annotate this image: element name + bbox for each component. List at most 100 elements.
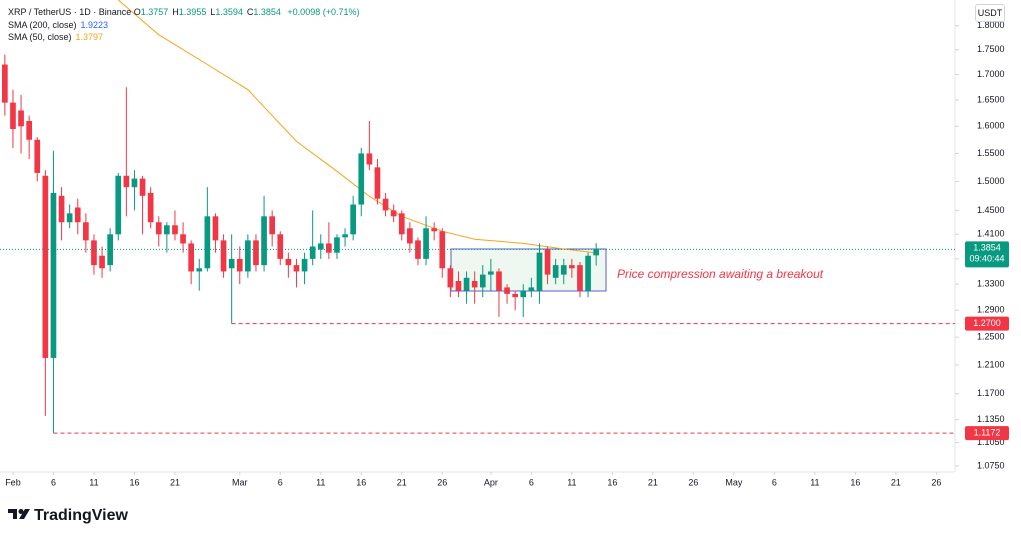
sma-line: [117, 0, 597, 254]
x-tick-label: Mar: [232, 477, 248, 487]
x-tick-label: Feb: [5, 477, 21, 487]
candle-body: [66, 213, 73, 223]
price-tag-label: 1.2700: [973, 318, 1001, 328]
candle-body: [585, 255, 591, 291]
candle-body: [212, 216, 219, 241]
candle-body: [398, 213, 405, 235]
plot: [2, 0, 600, 434]
x-tick-label: 16: [356, 477, 366, 487]
candle-body: [358, 153, 365, 205]
candle-body: [26, 120, 32, 140]
candle-body: [2, 64, 8, 103]
candle-body: [512, 293, 519, 298]
candle-body: [366, 153, 373, 165]
candle-body: [455, 280, 462, 291]
x-tick-label: 6: [51, 477, 56, 487]
x-tick-label: 6: [529, 477, 534, 487]
candle-body: [423, 228, 429, 259]
candle-body: [204, 216, 211, 269]
candle-body: [91, 240, 97, 266]
candle-body: [236, 258, 243, 272]
candle-body: [293, 265, 300, 272]
y-tick-label: 1.1700: [977, 388, 1005, 398]
header-line: XRP / TetherUS · 1D · Binance O1.3757 H1.…: [8, 6, 359, 18]
x-tick-label: 6: [278, 477, 283, 487]
candle-body: [552, 265, 559, 278]
ohlc-label: H: [172, 7, 179, 17]
ohlc-label: L: [210, 7, 216, 17]
logo: [8, 509, 30, 519]
y-tick-label: 1.4100: [977, 229, 1005, 239]
candle-body: [245, 240, 251, 272]
ohlc-value: 1.3854: [253, 7, 281, 17]
ohlc: O1.3757 H1.3955 L1.3594 C1.3854: [134, 7, 285, 17]
y-tick-label: 1.5500: [977, 148, 1005, 158]
x-tick-label: 11: [89, 477, 98, 487]
currency: USDT: [975, 4, 1005, 22]
change: +0.0098 (+0.71%): [287, 7, 360, 17]
x-tick-label: Apr: [484, 477, 498, 487]
x-tick-label: 26: [688, 477, 698, 487]
brand: TradingView: [34, 507, 128, 524]
indicator: SMA (200, close) 1.9223: [8, 19, 108, 31]
candle-body: [317, 243, 324, 250]
candle-body: [147, 192, 154, 223]
candle-body: [496, 271, 502, 291]
candle-body: [34, 139, 41, 173]
ohlc-value: 1.3594: [215, 7, 243, 17]
x-tick-label: 16: [607, 477, 617, 487]
x-tick-label: 16: [129, 477, 139, 487]
candle-body: [544, 249, 551, 275]
candle-body: [261, 216, 267, 266]
candle-body: [536, 252, 543, 291]
candle-body: [447, 268, 454, 288]
x-tick-label: 11: [316, 477, 325, 487]
ohlc-value: 1.3955: [178, 7, 207, 17]
candle-body: [180, 234, 186, 244]
candle-body: [123, 175, 130, 188]
candle-body: [139, 178, 146, 196]
candle-body: [196, 268, 203, 272]
indicator-value: 1.9223: [80, 20, 109, 30]
y-tick-label: 1.5000: [977, 176, 1005, 186]
x-tick-label: 26: [931, 477, 941, 487]
indicator: SMA (50, close) 1.3797: [8, 31, 103, 43]
last-price-tag: [965, 241, 1009, 268]
candle-body: [220, 240, 227, 272]
candle-body: [471, 280, 478, 288]
indicator-value: 1.3797: [75, 32, 104, 42]
y-tick-label: 1.2100: [977, 359, 1005, 369]
y-tick-label: 1.6500: [977, 94, 1005, 104]
x-tick-label: 26: [437, 477, 447, 487]
candle-body: [479, 274, 486, 288]
candle-body: [172, 225, 178, 235]
y-tick-label: 1.4500: [977, 205, 1005, 215]
x-tick-label: 6: [772, 477, 777, 487]
y-tick-label: 1.7500: [977, 44, 1005, 54]
x-tick-label: 21: [397, 477, 407, 487]
candle-body: [488, 271, 494, 275]
candle-body: [431, 228, 437, 232]
candle-body: [374, 167, 381, 199]
y-tick-label: 1.1350: [977, 414, 1005, 424]
x-tick-label: May: [725, 477, 743, 487]
x-tick-label: 21: [648, 477, 658, 487]
x-tick-label: 21: [170, 477, 180, 487]
symbol: XRP / TetherUS · 1D · Binance: [8, 7, 132, 17]
candle-body: [504, 287, 510, 294]
x-tick-label: 21: [891, 477, 901, 487]
candle-body: [164, 225, 170, 235]
price-tag: [965, 426, 1009, 441]
price-tag: [965, 316, 1009, 331]
candle-body: [390, 210, 397, 217]
candle-body: [520, 290, 527, 298]
ohlc-value: 1.3757: [140, 7, 169, 17]
y-tick-label: 1.2900: [977, 305, 1005, 315]
candle-body: [10, 102, 16, 129]
y-tick-label: 1.6000: [977, 121, 1005, 131]
candle-body: [131, 178, 138, 188]
candle-body: [42, 175, 49, 358]
y-tick-label: 1.3300: [977, 279, 1005, 289]
